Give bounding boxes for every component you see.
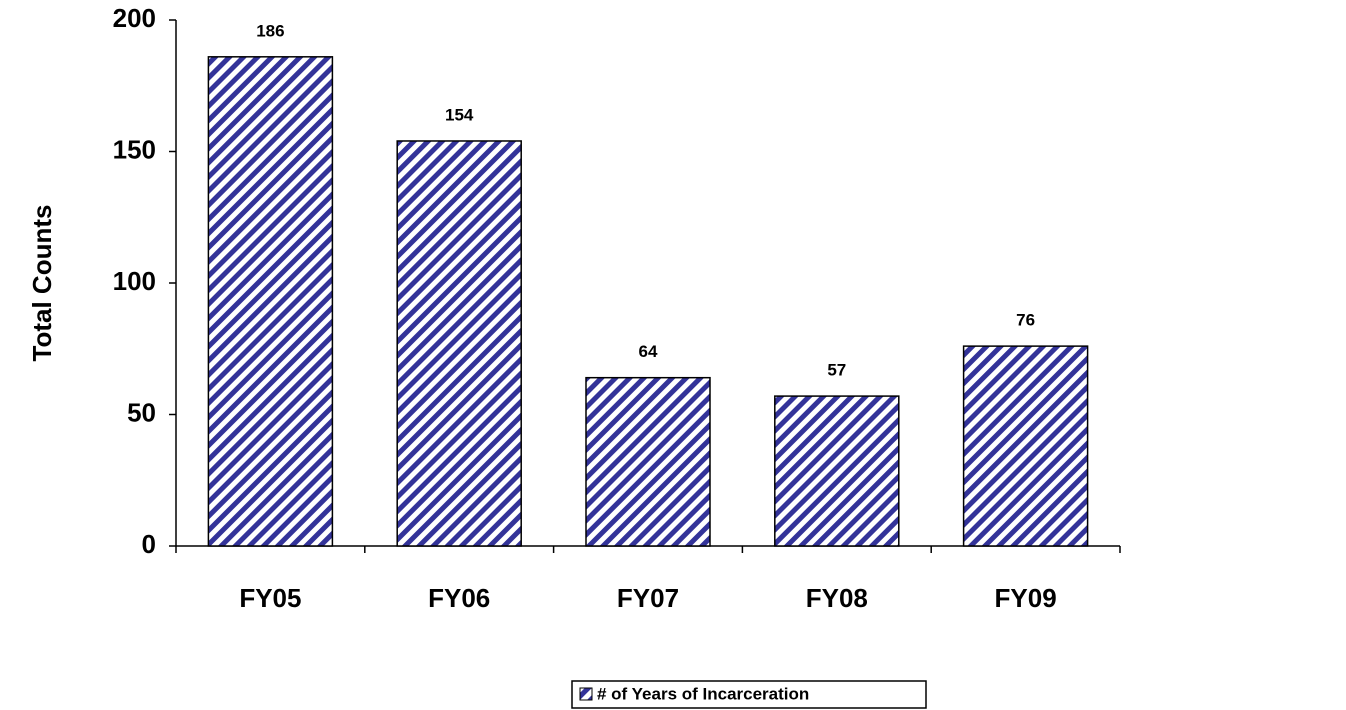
data-label: 64 xyxy=(639,342,658,361)
y-tick-label: 50 xyxy=(127,397,156,427)
data-label: 57 xyxy=(827,361,846,380)
data-label: 76 xyxy=(1016,311,1035,330)
x-tick-label: FY09 xyxy=(995,583,1057,613)
bar xyxy=(585,376,711,547)
y-tick-label: 150 xyxy=(113,134,156,164)
y-tick-label: 200 xyxy=(113,3,156,33)
x-tick-label: FY07 xyxy=(617,583,679,613)
x-tick-label: FY06 xyxy=(428,583,490,613)
data-label: 186 xyxy=(256,21,284,40)
data-label: 154 xyxy=(445,105,474,124)
x-tick-label: FY05 xyxy=(239,583,301,613)
bar xyxy=(207,56,334,547)
legend-label: # of Years of Incarceration xyxy=(597,684,809,703)
legend-box xyxy=(571,680,927,709)
y-tick-label: 100 xyxy=(113,266,156,296)
bar xyxy=(396,140,522,547)
legend-swatch xyxy=(579,687,593,701)
x-tick-label: FY08 xyxy=(806,583,868,613)
bar xyxy=(962,345,1089,547)
y-tick-label: 0 xyxy=(142,529,156,559)
bar xyxy=(774,395,900,547)
y-axis-label: Total Counts xyxy=(27,205,57,362)
